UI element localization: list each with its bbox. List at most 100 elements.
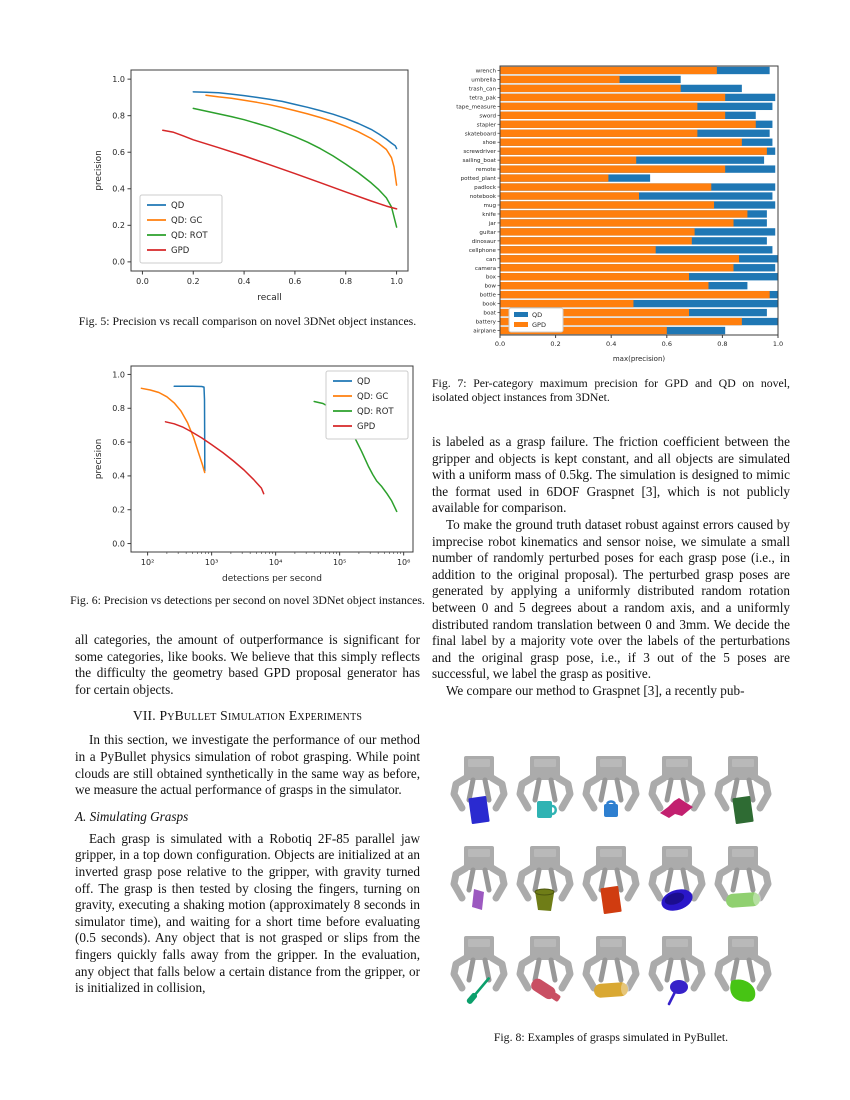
grasp-cell-olive-bucket: [512, 842, 578, 930]
fig8-caption: Fig. 8: Examples of grasps simulated in …: [493, 1030, 729, 1044]
svg-text:10²: 10²: [141, 558, 154, 567]
svg-text:QD: QD: [357, 377, 371, 387]
right-para-perturb: To make the ground truth dataset robust …: [432, 516, 790, 682]
svg-text:10⁵: 10⁵: [333, 558, 346, 567]
fig5-precision-recall-chart: 0.0 0.2 0.4 0.6 0.8 1.0 0.0 0.2 0.4 0.6 0.8 1.0 reca…: [85, 62, 420, 307]
svg-text:QD: QD: [532, 311, 542, 319]
svg-text:QD: GC: QD: GC: [357, 392, 388, 402]
left-para-intro: In this section, we investigate the perf…: [75, 732, 420, 798]
grasp-cell-red-box: [578, 842, 644, 930]
grasp-cell-teal-mug: [512, 752, 578, 840]
grasp-cell-pink-bottle: [512, 932, 578, 1020]
svg-text:precision: precision: [94, 150, 104, 191]
svg-text:knife: knife: [482, 212, 496, 218]
fig5-precision-recall-chart-svg: 0.0 0.2 0.4 0.6 0.8 1.0 0.0 0.2 0.4 0.6 0.8 1.0 reca…: [94, 69, 409, 303]
gripper-render-olive-bucket: [516, 846, 574, 911]
svg-text:camera: camera: [475, 266, 496, 272]
svg-text:dinosaur: dinosaur: [472, 239, 497, 245]
svg-text:0.4: 0.4: [606, 340, 616, 348]
svg-text:airplane: airplane: [473, 329, 496, 335]
svg-text:mug: mug: [483, 203, 496, 209]
svg-text:recall: recall: [257, 293, 282, 303]
svg-text:umbrella: umbrella: [471, 77, 496, 83]
svg-text:0.0: 0.0: [112, 539, 125, 548]
gripper-render-teal-mug: [516, 756, 574, 818]
svg-text:0.2: 0.2: [112, 506, 125, 515]
svg-text:0.0: 0.0: [112, 258, 125, 267]
svg-text:0.0: 0.0: [136, 277, 149, 286]
svg-text:bow: bow: [484, 284, 496, 290]
svg-text:1.0: 1.0: [112, 75, 125, 84]
svg-text:box: box: [486, 275, 497, 281]
gripper-render-blue-bowl: [648, 846, 706, 911]
svg-text:10⁴: 10⁴: [269, 558, 282, 567]
grasp-cell-yellow-cylinder: [578, 932, 644, 1020]
svg-text:0.0: 0.0: [495, 340, 505, 348]
fig5-caption: Fig. 5: Precision vs recall comparison o…: [78, 314, 417, 328]
svg-text:1.0: 1.0: [390, 277, 403, 286]
gripper-render-light-green-cylinder: [714, 846, 772, 908]
svg-text:0.6: 0.6: [662, 340, 672, 348]
right-text-column: is labeled as a grasp failure. The frict…: [432, 434, 790, 700]
svg-text:1.0: 1.0: [112, 370, 125, 379]
gripper-render-bright-green-shoe: [714, 936, 772, 1002]
svg-text:0.8: 0.8: [717, 340, 727, 348]
fig7-caption: Fig. 7: Per-category maximum precision f…: [432, 376, 790, 405]
svg-text:0.4: 0.4: [112, 472, 125, 481]
gripper-render-red-box: [582, 846, 640, 914]
gripper-render-pink-bottle: [516, 936, 574, 1002]
svg-text:book: book: [482, 302, 496, 308]
gripper-render-dark-green-box: [714, 756, 772, 824]
svg-text:wrench: wrench: [476, 68, 497, 74]
grasp-cell-dark-green-box: [710, 752, 776, 840]
svg-text:tetra_pak: tetra_pak: [469, 95, 496, 101]
gripper-render-magenta-dinosaur: [648, 756, 706, 818]
svg-text:potted_plant: potted_plant: [461, 176, 497, 182]
svg-text:bottle: bottle: [480, 293, 497, 299]
svg-text:shoe: shoe: [483, 140, 497, 146]
grasp-cell-purple-card: [446, 842, 512, 930]
fig6-detections-chart: 10² 10³ 10⁴ 10⁵ 10⁶ 0.0 0.2 0.4 0.6 0.8 1.0 detecti…: [85, 358, 425, 588]
grasp-cell-blue-box: [446, 752, 512, 840]
left-para-continuation: all categories, the amount of outperform…: [75, 632, 420, 697]
section-heading-pybullet: VII. PyBullet Simulation Experiments: [132, 708, 363, 724]
grasp-cell-green-screwdriver: [446, 932, 512, 1020]
fig7-category-precision-chart: wrench umbrella trash_can tetra_pak tape_mea…: [432, 62, 790, 365]
fig7-category-precision-chart-svg: wrench umbrella trash_can tetra_pak tape_mea…: [456, 65, 783, 363]
svg-text:GPD: GPD: [532, 321, 546, 329]
gripper-render-blue-pan: [648, 936, 706, 1006]
grasp-cell-light-green-cylinder: [710, 842, 776, 930]
left-text-column: all categories, the amount of outperform…: [75, 632, 420, 997]
svg-text:precision: precision: [94, 439, 104, 480]
gripper-render-yellow-cylinder: [582, 936, 640, 998]
svg-text:padlock: padlock: [474, 185, 497, 191]
svg-text:0.2: 0.2: [112, 221, 125, 230]
grasp-cell-blue-bowl: [644, 842, 710, 930]
svg-text:sword: sword: [479, 113, 496, 119]
svg-text:0.6: 0.6: [289, 277, 302, 286]
svg-text:10⁶: 10⁶: [397, 558, 410, 567]
subsection-heading-simulating-grasps: A. Simulating Grasps: [75, 808, 189, 824]
svg-text:trash_can: trash_can: [469, 86, 497, 92]
svg-text:cellphone: cellphone: [469, 248, 497, 254]
svg-text:0.2: 0.2: [187, 277, 200, 286]
svg-text:remote: remote: [476, 167, 497, 173]
grasp-cell-blue-pan: [644, 932, 710, 1020]
svg-text:0.8: 0.8: [112, 111, 125, 120]
svg-text:screwdriver: screwdriver: [463, 149, 496, 155]
svg-text:10³: 10³: [205, 558, 218, 567]
svg-text:0.8: 0.8: [339, 277, 352, 286]
fig8-grasp-grid: [446, 752, 776, 1020]
svg-text:boat: boat: [483, 311, 496, 317]
right-para-failure: is labeled as a grasp failure. The frict…: [432, 434, 790, 516]
svg-text:detections per second: detections per second: [222, 574, 322, 584]
gripper-render-blue-box: [450, 756, 508, 824]
grasp-cell-magenta-dinosaur: [644, 752, 710, 840]
svg-text:QD: ROT: QD: ROT: [171, 231, 208, 241]
gripper-render-green-screwdriver: [450, 936, 508, 1004]
svg-text:tape_measure: tape_measure: [456, 104, 496, 110]
svg-text:notebook: notebook: [470, 194, 497, 200]
gripper-render-blue-padlock: [582, 756, 640, 817]
svg-text:stapler: stapler: [477, 122, 497, 128]
